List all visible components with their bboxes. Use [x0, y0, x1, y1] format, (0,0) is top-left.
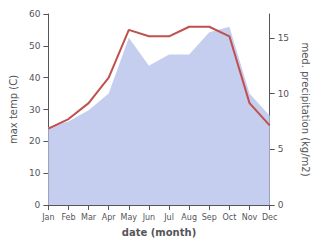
- svg-text:Oct: Oct: [222, 213, 236, 222]
- svg-text:0: 0: [35, 200, 41, 210]
- svg-text:50: 50: [29, 41, 41, 51]
- svg-text:Dec: Dec: [262, 213, 277, 222]
- svg-text:Nov: Nov: [242, 213, 258, 222]
- svg-text:15: 15: [278, 33, 289, 43]
- svg-text:max temp (C): max temp (C): [8, 75, 19, 144]
- svg-text:Aug: Aug: [181, 213, 197, 222]
- svg-text:Feb: Feb: [61, 213, 75, 222]
- svg-text:60: 60: [29, 9, 41, 19]
- svg-text:date (month): date (month): [122, 227, 196, 238]
- svg-text:May: May: [121, 213, 138, 222]
- svg-text:20: 20: [29, 136, 41, 146]
- svg-text:30: 30: [29, 105, 41, 115]
- svg-text:Sep: Sep: [202, 213, 217, 222]
- svg-text:Jun: Jun: [142, 213, 156, 222]
- svg-text:Mar: Mar: [81, 213, 97, 222]
- svg-text:40: 40: [29, 73, 41, 83]
- svg-text:0: 0: [278, 200, 284, 210]
- svg-text:10: 10: [278, 89, 290, 99]
- svg-text:Apr: Apr: [102, 213, 117, 222]
- svg-text:5: 5: [278, 144, 284, 154]
- svg-text:10: 10: [29, 168, 41, 178]
- svg-text:Jul: Jul: [163, 213, 174, 222]
- svg-text:med. precipitation (kg/m2): med. precipitation (kg/m2): [300, 42, 311, 176]
- svg-text:Jan: Jan: [41, 213, 54, 222]
